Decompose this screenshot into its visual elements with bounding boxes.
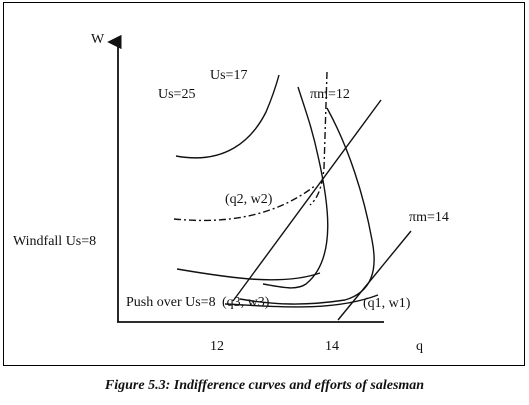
isoprofit-pim14: [239, 107, 375, 305]
label-q1w1: (q1, w1): [363, 296, 411, 311]
figure-caption: Figure 5.3: Indifference curves and effo…: [104, 378, 425, 393]
indifference-curve-windfall-us8: [173, 184, 317, 222]
label-q2w2: (q2, w2): [225, 192, 273, 207]
label-pim14: πm=14: [409, 210, 449, 225]
indifference-curve-us17: [175, 74, 280, 159]
wage-line-12: [232, 99, 382, 302]
x-tick-12: 12: [210, 339, 224, 354]
x-axis-label: q: [416, 339, 423, 354]
label-pim12: πm=12: [310, 87, 350, 102]
indifference-curve-pushover-us8: [224, 294, 379, 308]
x-tick-14: 14: [325, 339, 339, 354]
indifference-curve-lower: [176, 268, 321, 281]
wage-line-14: [337, 230, 412, 321]
label-windfall: Windfall Us=8: [13, 234, 96, 249]
isoprofit-pim12: [262, 86, 329, 289]
label-us17: Us=17: [210, 68, 247, 83]
y-axis-label: W: [91, 32, 105, 47]
figure-frame: [3, 2, 525, 366]
label-us25: Us=25: [158, 87, 195, 102]
indifference-diagram: W q 12 14 Us=25 Us=17 πm=12 πm=14 (q2, w…: [13, 32, 449, 354]
isoprofit-pim12-dashed: [309, 71, 328, 206]
label-q3w3: (q3, w3): [222, 295, 270, 310]
label-pushover: Push over Us=8: [126, 295, 216, 310]
